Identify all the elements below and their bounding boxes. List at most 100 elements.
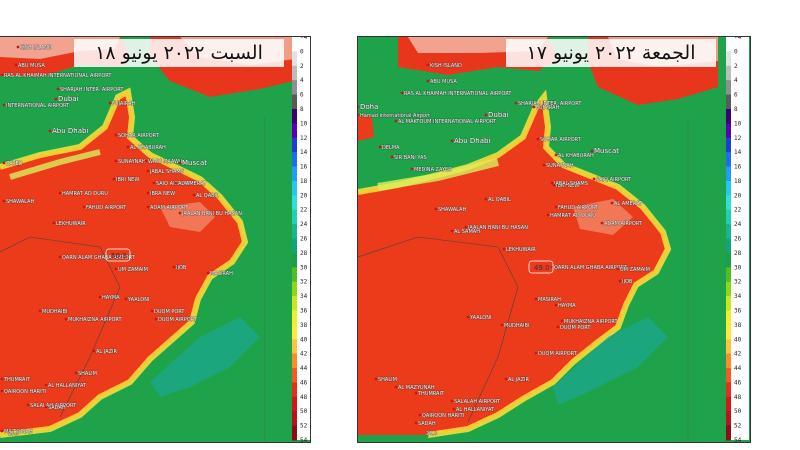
color-scale-segment <box>292 296 297 311</box>
color-scale-tick: 46 <box>300 379 308 386</box>
color-scale-segment <box>292 123 297 139</box>
airport-marker <box>450 229 454 233</box>
color-scale-tick: 10 <box>734 120 742 127</box>
airport-marker <box>56 87 60 91</box>
airport-marker <box>426 63 430 67</box>
color-scale-tick: 18 <box>734 178 742 185</box>
place-label: FUJAIRAH <box>112 101 136 107</box>
color-scale-tick: 48 <box>734 394 742 401</box>
place-label: KISH ISLAND <box>430 63 462 69</box>
airport-marker <box>484 197 488 201</box>
airport-marker <box>534 351 538 355</box>
color-scale-segment <box>726 339 731 355</box>
place-label: IBRI NEW <box>116 177 139 183</box>
airport-marker <box>14 63 18 67</box>
airport-marker <box>536 137 540 141</box>
place-label: QAIROON HARITI <box>4 389 46 395</box>
color-scale-segment <box>726 310 731 326</box>
qatar-land <box>358 115 374 141</box>
place-label: SALALAH AIRPORT <box>454 399 501 405</box>
max-value: 49.0 <box>534 264 550 272</box>
color-scale-label-bg <box>297 37 310 440</box>
map-panel-friday: KISH ISLAND ABU MUSA RAS AL KHAIMAH INTERN… <box>357 36 751 443</box>
place-label: SHALIM <box>78 371 97 377</box>
color-scale-segment <box>292 137 297 153</box>
max-value-box <box>528 260 554 274</box>
color-scale-segment <box>726 195 731 211</box>
place-label: KISH ISLAND <box>20 45 52 51</box>
color-scale-tick: -4 <box>734 37 742 41</box>
place-label: IJOB <box>176 265 187 271</box>
airport-marker <box>74 371 78 375</box>
place-label: FUJAIRAH <box>536 105 560 111</box>
place-label: YAALONI <box>127 297 149 303</box>
color-scale-tick: 14 <box>300 149 308 156</box>
color-scale-tick: 50 <box>300 408 308 415</box>
place-label: ADAM AIRPORT <box>604 221 643 227</box>
place-label: AL HALLANIYAT <box>48 383 87 389</box>
weather-map-friday: KISH ISLAND ABU MUSA RAS AL KHAIMAH INTERN… <box>358 37 750 442</box>
color-scale-tick: 30 <box>300 264 308 271</box>
airport-marker <box>150 309 154 313</box>
border-line <box>29 236 121 418</box>
airport-marker <box>108 101 112 105</box>
color-scale-segment <box>726 123 731 139</box>
place-label: DUQM PORT <box>560 325 591 331</box>
airport-marker <box>178 161 182 165</box>
airport-marker <box>152 181 156 185</box>
color-scale-segment <box>726 368 731 383</box>
place-label: SALALAH AIRPORT <box>30 403 77 409</box>
color-scale-segment <box>726 324 731 340</box>
place-label: HAMRAT AD DURU <box>550 213 596 219</box>
airport-marker <box>450 399 454 403</box>
airport-marker <box>546 213 550 217</box>
color-scale-tick: 2 <box>300 63 304 70</box>
color-scale-tick: 36 <box>734 307 742 314</box>
airport-marker <box>618 279 622 283</box>
border-line-west <box>0 236 31 253</box>
airport-marker <box>112 177 116 181</box>
color-scale-tick: 22 <box>300 207 308 214</box>
color-scale-segment <box>726 80 731 96</box>
airport-marker <box>464 225 468 229</box>
airport-markers <box>0 45 210 433</box>
color-scale-segment <box>726 166 731 182</box>
place-label: Muscat <box>594 147 619 155</box>
color-scale-tick: 52 <box>300 423 308 430</box>
airport-marker <box>0 429 4 433</box>
airport-markers <box>358 63 622 425</box>
color-scale-segment <box>292 152 297 168</box>
color-scale-tick: -4 <box>300 37 308 41</box>
airport-marker <box>378 145 382 149</box>
color-scale-tick: 38 <box>300 322 308 329</box>
airport-marker <box>466 315 470 319</box>
color-scale-segment <box>292 267 297 283</box>
place-label: IBRA NEW <box>150 191 175 197</box>
place-label: Abu Dhabi <box>52 127 88 135</box>
place-label: RAS AL KHAIMAH INTERNATIONAL AIRPORT <box>4 73 112 79</box>
color-scale-segment <box>726 267 731 283</box>
arabian-land <box>358 97 668 435</box>
place-label: SHALIM <box>378 377 397 383</box>
place-label: Muscat <box>182 159 207 167</box>
color-scale-tick: 54 <box>300 437 308 442</box>
place-label: DUQM AIRPORT <box>158 317 198 323</box>
color-scale-tick: 8 <box>300 106 304 113</box>
place-label: Dubai <box>58 95 79 103</box>
airport-marker <box>610 201 614 205</box>
color-scale-tick: 6 <box>734 92 738 99</box>
place-label: Abu Dhabi <box>454 137 490 145</box>
color-scale-segment <box>292 382 297 398</box>
color-scale-segment <box>292 166 297 182</box>
place-label: SUNAYNAH <box>118 159 146 165</box>
airport-marker <box>554 153 558 157</box>
airport-marker <box>124 297 128 301</box>
place-label: SUNAYNAH <box>546 163 574 169</box>
color-scale-segment <box>292 209 297 225</box>
arabian-land <box>0 92 245 435</box>
color-scale-tick: 30 <box>734 264 742 271</box>
airport-marker <box>500 323 504 327</box>
place-label: IJOB <box>622 279 633 285</box>
place-label: AL KHABURAH <box>130 145 166 151</box>
place-label: AL MAKTOUM INTERNATIONAL AIRPORT <box>398 119 497 125</box>
